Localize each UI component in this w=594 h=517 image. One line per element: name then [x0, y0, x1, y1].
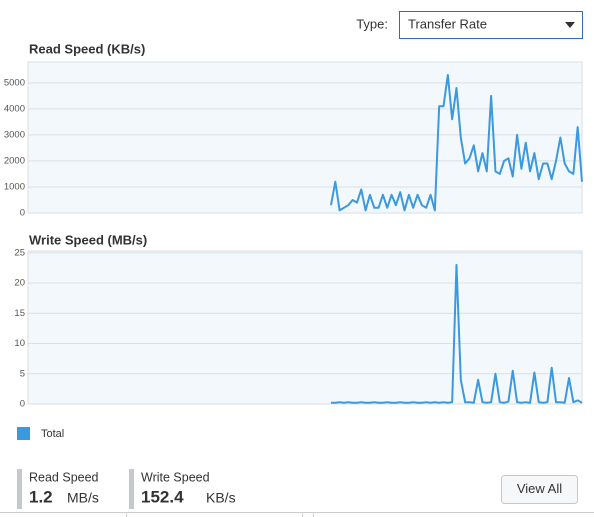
y-tick-label: 20 — [14, 278, 25, 289]
stat-unit: MB/s — [67, 490, 99, 506]
y-tick-label: 2000 — [4, 155, 25, 166]
stat-bar — [129, 469, 134, 509]
y-tick-label: 0 — [20, 208, 25, 219]
stat-bar — [17, 469, 22, 509]
plot-area — [27, 61, 583, 214]
stat-value: 1.2 — [29, 487, 53, 506]
y-tick-label: 5000 — [4, 77, 25, 88]
stat-label: Read Speed — [29, 470, 99, 484]
y-tick-label: 15 — [14, 308, 25, 319]
chart-title: Write Speed (MB/s) — [29, 232, 147, 247]
line — [329, 74, 583, 212]
line — [330, 263, 583, 404]
chart-title: Read Speed (KB/s) — [29, 41, 145, 56]
dropdown-arrow — [565, 22, 575, 28]
y-tick-label: 4000 — [4, 103, 25, 114]
type-label: Type: — [356, 16, 388, 31]
y-tick-label: 10 — [14, 338, 25, 349]
type-value: Transfer Rate — [408, 16, 487, 31]
y-tick-label: 5 — [20, 368, 25, 379]
view-all-button[interactable] — [501, 475, 578, 504]
y-tick-label: 0 — [20, 399, 25, 410]
stat-value: 152.4 — [141, 487, 184, 506]
y-tick-label: 3000 — [4, 129, 25, 140]
y-tick-label: 1000 — [4, 181, 25, 192]
stat-unit: KB/s — [206, 490, 236, 506]
legend-label: Total — [41, 428, 64, 440]
legend-swatch — [17, 427, 30, 440]
stat-label: Write Speed — [141, 470, 210, 484]
type-select[interactable] — [399, 11, 583, 39]
button-label: View All — [517, 481, 562, 496]
plot-area — [27, 250, 583, 405]
y-tick-label: 25 — [14, 247, 25, 258]
